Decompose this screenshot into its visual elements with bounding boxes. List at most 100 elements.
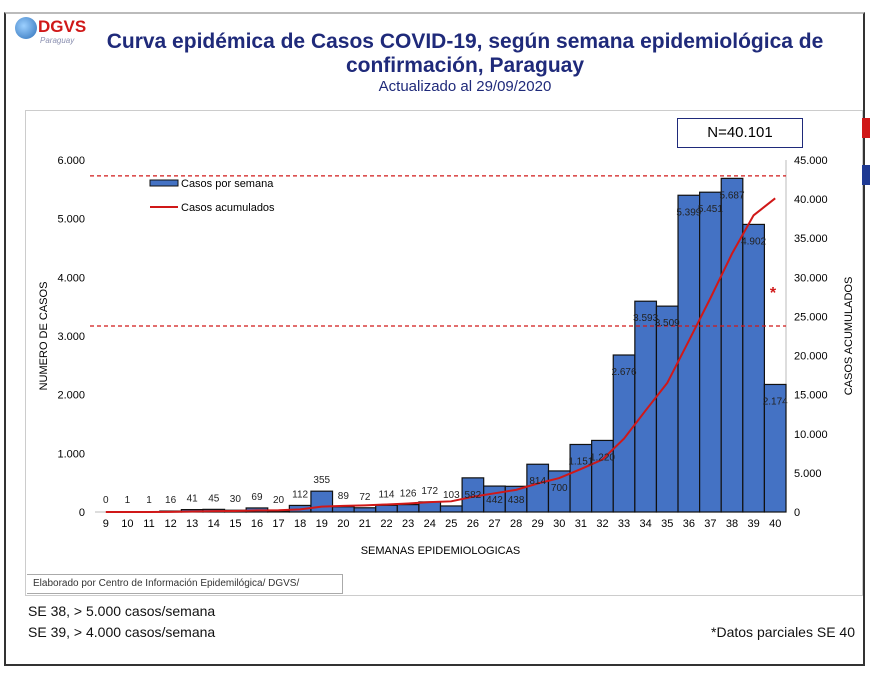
bar-data-label: 3.509 [655,318,680,329]
cumulative-line [105,197,776,513]
y-tick-label: 3.000 [57,331,85,343]
bar-week-23 [396,504,420,513]
x-tick-label: 38 [726,518,738,530]
partial-data-note: *Datos parciales SE 40 [711,624,855,640]
bar-data-label: 438 [508,495,525,506]
x-tick-label: 9 [103,518,109,530]
x-tick-label: 27 [488,518,500,530]
partial-data-asterisk: * [770,285,777,302]
bar-data-label: 126 [400,489,417,500]
x-tick-label: 34 [640,518,652,530]
x-tick-label: 22 [380,518,392,530]
note-se38: SE 38, > 5.000 casos/semana [28,603,216,619]
flag-red-stripe [862,118,870,138]
bar-data-label: 114 [379,489,395,500]
x-tick-label: 19 [316,518,328,530]
x-tick-label: 37 [704,518,716,530]
bar-data-label: 172 [421,486,438,497]
x-tick-label: 36 [683,518,695,530]
x-tick-label: 14 [208,518,220,530]
x-tick-label: 25 [445,518,457,530]
bar-week-22 [375,504,398,513]
legend-line-label: Casos acumulados [181,202,275,214]
bar-week-37 [699,191,722,513]
bar-data-label: 582 [465,490,482,501]
bar-data-label: 1.220 [590,452,615,463]
bar-data-label: 5.451 [698,204,723,215]
x-tick-label: 20 [337,518,349,530]
bar-week-31 [569,443,593,513]
total-cases-box: N=40.101 [677,118,803,148]
y-tick-label: 0 [79,507,85,519]
x-tick-label: 35 [661,518,673,530]
legend-bar-swatch [149,179,179,187]
y-axis-title: NUMERO DE CASOS [38,282,50,391]
x-tick-label: 12 [164,518,176,530]
chart-area [25,110,863,596]
dgvs-logo: DGVS Paraguay [12,15,92,55]
y2-tick-label: 10.000 [794,429,828,441]
bar-data-label: 355 [313,475,330,486]
bar-data-label: 103 [443,490,460,501]
logo-subtext: Paraguay [40,36,75,45]
bar-week-19 [310,490,334,513]
bar-week-29 [526,463,550,513]
bar-data-label: 16 [165,495,177,506]
y2-tick-label: 40.000 [794,194,828,206]
bar-week-21 [353,507,377,513]
y-tick-label: 6.000 [57,155,85,167]
y-tick-label: 5.000 [57,214,85,226]
y-tick-label: 1.000 [57,448,85,460]
x-tick-label: 26 [467,518,479,530]
note-se39: SE 39, > 4.000 casos/semana [28,624,216,640]
bar-data-label: 2.174 [763,396,788,407]
credit-text: Elaborado por Centro de Información Epid… [27,574,343,594]
bar-data-label: 45 [208,493,220,504]
globe-icon [15,17,37,39]
x-tick-label: 31 [575,518,587,530]
y2-tick-label: 20.000 [794,351,828,363]
x-tick-label: 39 [747,518,759,530]
legend-bar-label: Casos por semana [181,178,274,190]
figure-frame [4,12,865,666]
bar-data-label: 20 [273,495,285,506]
y2-tick-label: 30.000 [794,272,828,284]
x-tick-label: 15 [229,518,241,530]
y2-axis-title: CASOS ACUMULADOS [843,277,855,396]
x-tick-label: 32 [596,518,608,530]
y-tick-label: 2.000 [57,390,85,402]
x-tick-label: 40 [769,518,781,530]
bar-data-label: 69 [251,492,263,503]
y-tick-label: 4.000 [57,272,85,284]
x-tick-label: 29 [532,518,544,530]
bar-data-label: 72 [359,492,371,503]
x-tick-label: 11 [143,518,154,530]
bar-week-33 [612,354,636,513]
bar-week-40 [763,383,787,513]
bar-week-39 [742,223,766,513]
bar-data-label: 814 [529,476,546,487]
x-tick-label: 10 [121,518,133,530]
x-tick-label: 16 [251,518,263,530]
bar-data-label: 112 [292,489,308,500]
bar-data-label: 442 [486,495,503,506]
bar-data-label: 1 [125,495,131,506]
x-axis-title: SEMANAS EPIDEMIOLOGICAS [361,545,521,557]
bar-data-label: 0 [103,495,109,506]
x-tick-label: 17 [272,518,284,530]
bar-week-34 [634,300,658,513]
bar-week-35 [655,305,679,513]
bar-data-label: 30 [230,494,242,505]
y2-tick-label: 5.000 [794,468,822,480]
bar-data-label: 1 [146,495,152,506]
chart-subtitle: Actualizado al 29/09/2020 [378,78,552,95]
x-tick-label: 24 [424,518,436,530]
logo-text: DGVS [38,17,87,36]
bar-week-20 [331,506,355,513]
bar-data-label: 2.676 [612,367,637,378]
y2-tick-label: 0 [794,507,800,519]
chart-title: Curva epidémica de Casos COVID-19, según… [106,30,824,77]
bar-data-label: 1.151 [568,456,593,467]
y2-tick-label: 35.000 [794,233,828,245]
